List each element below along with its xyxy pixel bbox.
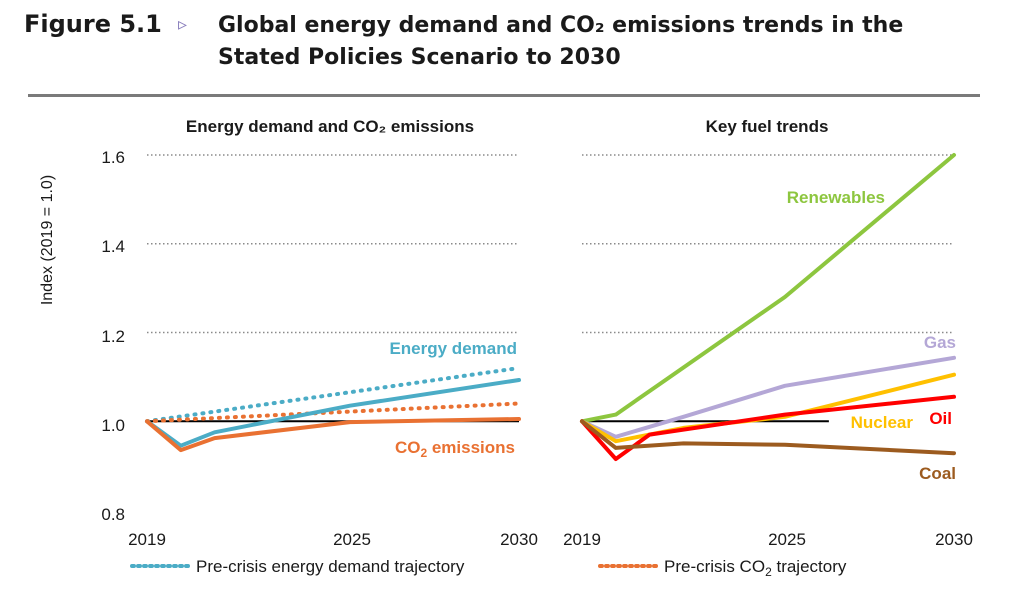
x-tick-label: 2025	[333, 530, 371, 549]
series-label-co2-emissions: CO2 emissions	[395, 438, 515, 460]
y-tick-label: 1.6	[101, 148, 125, 167]
series-line-energy-demand	[145, 378, 521, 448]
series-line-gas	[580, 355, 956, 439]
series-label-oil: Oil	[929, 409, 952, 428]
series-label-gas: Gas	[924, 333, 956, 352]
figure-number: Figure 5.1	[24, 10, 162, 38]
right-panel-title: Key fuel trends	[706, 117, 829, 136]
series-lines	[145, 153, 956, 461]
series-label-energy-demand: Energy demand	[389, 339, 517, 358]
y-axis-label: Index (2019 = 1.0)	[39, 175, 56, 305]
x-tick-label: 2025	[768, 530, 806, 549]
x-tick-label: 2019	[563, 530, 601, 549]
series-line-pre-crisis-energy-demand-trajectory	[145, 366, 521, 424]
series-label-renewables: Renewables	[787, 188, 885, 207]
title-divider	[28, 94, 980, 97]
figure-marker-icon: ▹	[178, 14, 188, 35]
series-line-co-emissions	[145, 417, 521, 453]
series-line-renewables	[580, 153, 956, 424]
series-line-oil	[580, 394, 956, 461]
series-line-coal	[580, 419, 956, 456]
series-label-nuclear: Nuclear	[851, 413, 914, 432]
x-tick-label: 2030	[500, 530, 538, 549]
series-line-pre-crisis-co-trajectory	[145, 401, 521, 424]
y-tick-label: 1.4	[101, 237, 125, 256]
y-tick-label: 0.8	[101, 505, 125, 524]
x-tick-label: 2019	[128, 530, 166, 549]
x-tick-label: 2030	[935, 530, 973, 549]
left-panel-title: Energy demand and CO₂ emissions	[186, 117, 474, 136]
series-label-coal: Coal	[919, 464, 956, 483]
y-tick-label: 1.0	[101, 416, 125, 435]
y-tick-label: 1.2	[101, 327, 125, 346]
legend-label-energy: Pre-crisis energy demand trajectory	[196, 557, 465, 576]
figure-title: Global energy demand and CO₂ emissions t…	[218, 13, 904, 70]
legend-label-co2: Pre-crisis CO2 trajectory	[664, 557, 847, 579]
